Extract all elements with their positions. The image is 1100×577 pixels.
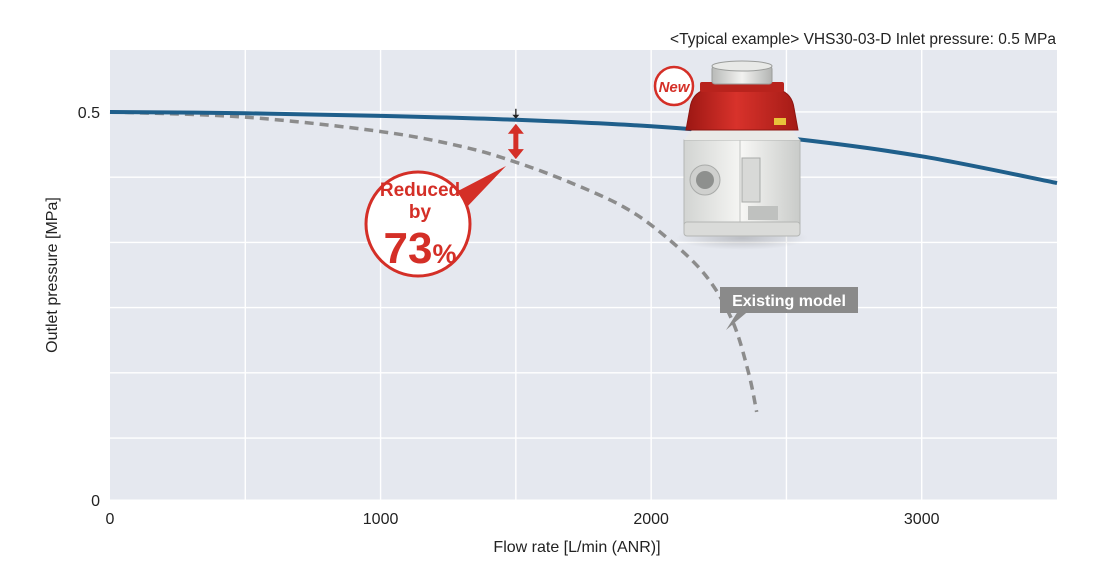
existing-model-badge: [720, 287, 858, 313]
x-tick-label: 3000: [904, 511, 940, 528]
regulator-knob-top: [711, 60, 773, 72]
difference-arrow-up: [507, 123, 524, 134]
y-axis-label: Outlet pressure [MPa]: [44, 197, 61, 353]
y-tick-label: 0: [91, 493, 100, 510]
difference-arrow-shaft: [513, 131, 519, 152]
x-tick-labels: 0 1000 2000 3000: [106, 511, 940, 528]
difference-arrow-down: [507, 149, 524, 160]
reduction-unit: %: [432, 239, 456, 269]
existing-model-pointer: [726, 308, 752, 330]
reduction-text-line2: by: [409, 202, 432, 223]
regulator-cap-tag: [774, 118, 786, 125]
chart-header-note: <Typical example> VHS30-03-D Inlet press…: [670, 31, 1056, 48]
x-axis-label: Flow rate [L/min (ANR)]: [493, 539, 660, 556]
regulator-body-base: [683, 221, 801, 237]
reduction-indicator: [507, 108, 524, 160]
new-badge-text: New: [659, 79, 691, 96]
reduction-text-line1: Reduced: [380, 180, 460, 201]
regulator-label-plate: [748, 206, 778, 220]
difference-marker-arrowhead: [512, 114, 520, 119]
reduction-number: 73: [384, 224, 433, 273]
new-badge: New: [653, 65, 695, 107]
x-tick-label: 2000: [633, 511, 669, 528]
existing-model-callout: Existing model: [720, 287, 858, 330]
new-model-series-line: [109, 109, 1058, 186]
difference-double-arrow: [507, 123, 524, 160]
regulator-port-inner: [696, 171, 714, 189]
y-tick-label: 0.5: [78, 105, 100, 122]
existing-model-label: Existing model: [732, 293, 846, 310]
plot-area: [110, 50, 1057, 500]
reduction-callout: Reduced by 73%: [364, 166, 506, 278]
series-group: [109, 109, 1058, 413]
pressure-regulator-icon: [676, 60, 808, 250]
new-badge-circle: [653, 65, 695, 107]
existing-model-series-line: [109, 110, 759, 413]
x-tick-label: 0: [106, 511, 115, 528]
reduction-value: 73%: [384, 224, 457, 273]
y-tick-labels: 00.5: [78, 105, 100, 510]
x-tick-label: 1000: [363, 511, 399, 528]
reduction-callout-pointer: [456, 166, 506, 208]
reduction-callout-ring: [364, 170, 472, 278]
regulator-body-top: [684, 130, 800, 140]
regulator-window: [741, 157, 761, 203]
